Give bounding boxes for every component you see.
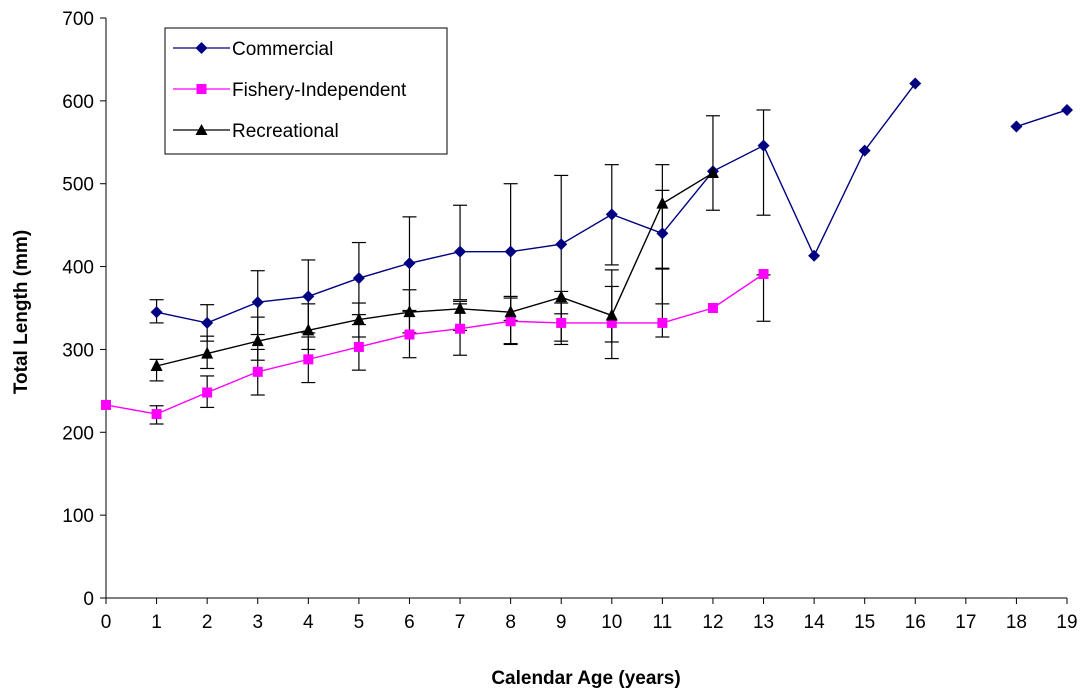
x-tick-label: 15 — [854, 612, 875, 633]
data-point-recreational — [150, 359, 163, 371]
data-point-recreational — [251, 334, 264, 347]
series-markers — [101, 77, 1073, 420]
data-point-commercial — [858, 144, 871, 157]
y-tick-label: 400 — [62, 258, 94, 279]
legend: Commercial Fishery-Independent Recreatio… — [164, 27, 448, 155]
data-point-commercial — [454, 245, 467, 258]
x-tick-label: 8 — [505, 612, 516, 633]
data-point-fishery-independent — [455, 323, 466, 334]
x-tick-label: 17 — [955, 612, 976, 633]
series-line-fishery-independent — [105, 273, 764, 415]
data-point-fishery-independent — [151, 409, 162, 420]
legend-label-recreational: Recreational — [232, 121, 339, 142]
data-point-commercial — [251, 296, 264, 309]
legend-marker-square — [196, 84, 207, 94]
data-point-recreational — [403, 305, 416, 318]
data-point-recreational — [504, 305, 517, 318]
data-point-recreational — [302, 323, 315, 336]
x-tick-label: 14 — [804, 612, 826, 633]
data-point-commercial — [808, 249, 821, 262]
x-tick-label: 4 — [303, 612, 314, 633]
x-tick-label: 12 — [702, 612, 723, 633]
legend-marker-diamond — [195, 42, 208, 54]
data-point-commercial — [504, 245, 517, 258]
y-tick-label: 300 — [62, 340, 94, 361]
data-point-commercial — [150, 306, 163, 319]
data-point-fishery-independent — [101, 399, 111, 410]
series-line-recreational — [156, 172, 714, 367]
data-point-commercial — [909, 77, 922, 90]
series-line-commercial — [1016, 109, 1068, 128]
data-point-commercial — [1061, 103, 1073, 116]
data-point-fishery-independent — [202, 387, 213, 398]
legend-box — [164, 27, 448, 155]
y-tick-label: 700 — [62, 9, 94, 30]
x-tick-label: 10 — [601, 612, 622, 633]
x-axis-title: Calendar Age (years) — [491, 668, 680, 689]
data-point-recreational — [454, 301, 467, 314]
data-point-fishery-independent — [758, 269, 769, 280]
data-point-fishery-independent — [505, 316, 516, 327]
data-point-fishery-independent — [657, 317, 668, 328]
x-tick-label: 19 — [1056, 612, 1077, 633]
data-point-fishery-independent — [404, 329, 415, 340]
data-point-recreational — [605, 308, 618, 321]
x-tick-label: 5 — [354, 612, 365, 633]
data-point-recreational — [706, 165, 719, 178]
x-tick-label: 7 — [455, 612, 466, 633]
data-point-commercial — [757, 139, 770, 152]
x-tick-label: 6 — [404, 612, 415, 633]
x-tick-label: 11 — [653, 612, 673, 633]
series-line-commercial — [156, 83, 916, 324]
data-point-commercial — [656, 227, 669, 240]
legend-marker-triangle — [195, 124, 208, 135]
y-axis-ticks: 0 100 200 300 400 500 600 700 — [62, 9, 106, 610]
data-point-fishery-independent — [303, 354, 314, 365]
data-point-fishery-independent — [707, 303, 718, 313]
y-tick-label: 100 — [62, 506, 94, 527]
legend-label-commercial: Commercial — [232, 39, 333, 60]
x-tick-label: 13 — [753, 612, 774, 633]
data-point-fishery-independent — [353, 341, 364, 352]
data-point-commercial — [1010, 120, 1023, 133]
data-point-commercial — [403, 257, 416, 270]
data-point-commercial — [555, 238, 568, 251]
y-axis-title: Total Length (mm) — [11, 230, 32, 394]
data-point-commercial — [201, 316, 214, 329]
legend-label-fishery-independent: Fishery-Independent — [232, 80, 407, 101]
data-point-recreational — [555, 290, 568, 303]
axes — [105, 18, 1067, 599]
data-point-commercial — [352, 272, 365, 285]
x-tick-label: 16 — [905, 612, 926, 633]
y-tick-label: 500 — [62, 175, 94, 196]
x-tick-label: 9 — [556, 612, 567, 633]
data-point-fishery-independent — [556, 317, 567, 328]
y-tick-label: 0 — [83, 589, 94, 610]
data-point-commercial — [605, 208, 618, 221]
series-lines — [105, 83, 1068, 415]
x-tick-label: 1 — [151, 612, 162, 633]
legend-item-recreational: Recreational — [173, 121, 339, 142]
x-axis-ticks: 0 1 2 3 4 5 6 7 8 9 10 11 12 13 14 15 16 17 18 19 — [101, 598, 1078, 633]
y-tick-label: 600 — [62, 92, 94, 113]
x-tick-label: 0 — [101, 612, 112, 633]
y-tick-label: 200 — [62, 423, 94, 444]
data-point-fishery-independent — [252, 366, 263, 377]
data-point-recreational — [352, 312, 365, 325]
legend-item-commercial: Commercial — [173, 39, 333, 60]
x-tick-label: 3 — [252, 612, 263, 633]
x-tick-label: 2 — [202, 612, 213, 633]
legend-item-fishery-independent: Fishery-Independent — [173, 80, 407, 101]
data-point-recreational — [656, 196, 669, 209]
error-bars — [149, 109, 771, 425]
x-tick-label: 18 — [1006, 612, 1027, 633]
data-point-recreational — [201, 346, 214, 359]
data-point-commercial — [302, 290, 315, 303]
data-point-fishery-independent — [606, 317, 617, 328]
